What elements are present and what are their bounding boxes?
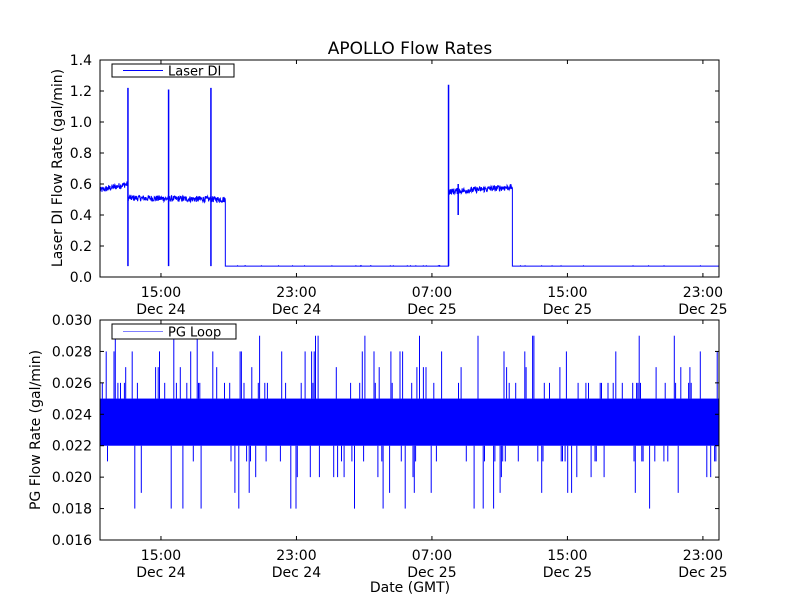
axes-frame <box>99 59 720 278</box>
x-tick-time-label: 15:00 <box>547 548 587 564</box>
x-tick-time-label: 15:00 <box>141 285 181 301</box>
y-tick-label: 0.024 <box>52 407 92 423</box>
legend: Laser DI <box>111 63 235 80</box>
y-tick-label: 0.022 <box>52 439 92 455</box>
legend-label: PG Loop <box>168 326 221 341</box>
y-tick-label: 0.026 <box>52 376 92 392</box>
x-tick-time-label: 23:00 <box>276 548 316 564</box>
axes-frame <box>99 319 720 541</box>
x-tick-time-label: 15:00 <box>141 548 181 564</box>
x-tick-date-label: Dec 25 <box>407 565 456 581</box>
y-tick-label: 0.2 <box>70 239 92 255</box>
x-tick-date-label: Dec 24 <box>136 302 185 318</box>
y-tick-label: 1.0 <box>70 115 92 131</box>
x-tick-time-label: 07:00 <box>412 548 452 564</box>
legend-box <box>111 323 237 340</box>
y-tick-label: 0.030 <box>52 313 92 329</box>
legend: PG Loop <box>111 323 237 341</box>
laser-di-series-line <box>100 181 719 268</box>
y-tick-label: 0.018 <box>52 502 92 518</box>
y-tick-label: 1.2 <box>70 84 92 100</box>
x-tick-date-label: Dec 24 <box>272 565 321 581</box>
y-tick-label: 0.020 <box>52 470 92 486</box>
legend-label: Laser DI <box>168 65 221 80</box>
x-tick-date-label: Dec 24 <box>136 565 185 581</box>
x-tick-time-label: 23:00 <box>276 285 316 301</box>
top-y-axis-label: Laser DI Flow Rate (gal/min) <box>50 69 66 267</box>
bottom-y-axis-label: PG Flow Rate (gal/min) <box>28 350 44 510</box>
y-tick-label: 0.4 <box>70 208 92 224</box>
y-tick-label: 0.016 <box>52 533 92 549</box>
pg-loop-noise-band <box>100 398 719 446</box>
x-axis-label: Date (GMT) <box>370 580 450 596</box>
x-tick-date-label: Dec 25 <box>543 565 592 581</box>
x-tick-date-label: Dec 25 <box>678 302 727 318</box>
y-tick-label: 0.0 <box>70 270 92 286</box>
chart-title: APOLLO Flow Rates <box>328 39 493 59</box>
x-tick-date-label: Dec 25 <box>543 302 592 318</box>
x-tick-date-label: Dec 25 <box>678 565 727 581</box>
pg-loop-plot: 0.016 0.018 0.020 0.022 0.024 0.026 0.028 0.030… <box>52 313 728 581</box>
x-tick-time-label: 23:00 <box>683 285 723 301</box>
y-tick-label: 0.6 <box>70 177 92 193</box>
x-tick-time-label: 15:00 <box>547 285 587 301</box>
x-tick-date-label: Dec 25 <box>407 302 456 318</box>
x-tick-time-label: 07:00 <box>412 285 452 301</box>
x-tick-time-label: 23:00 <box>683 548 723 564</box>
y-tick-label: 1.4 <box>70 53 92 69</box>
y-tick-label: 0.8 <box>70 146 92 162</box>
y-tick-label: 0.028 <box>52 344 92 360</box>
legend-box <box>111 63 235 78</box>
x-tick-date-label: Dec 24 <box>272 302 321 318</box>
